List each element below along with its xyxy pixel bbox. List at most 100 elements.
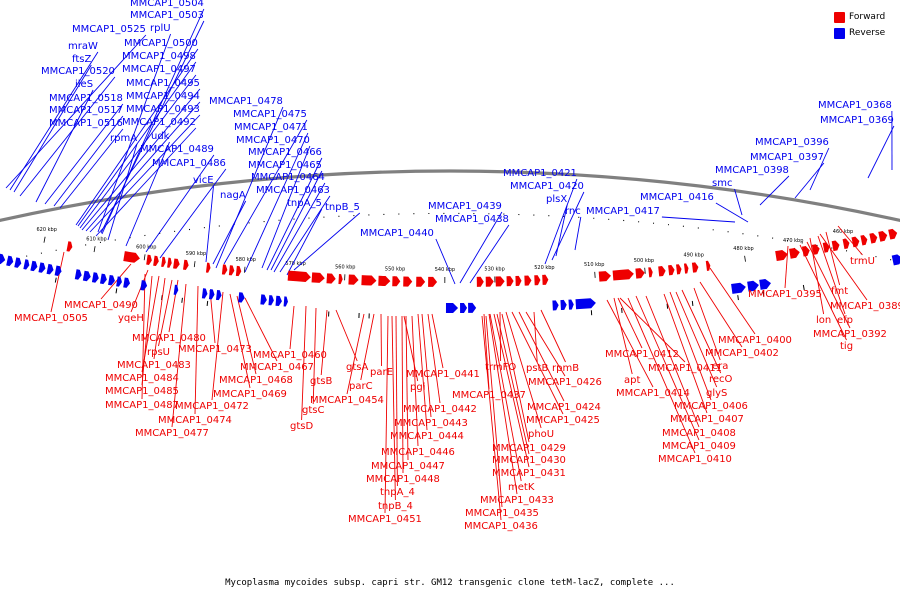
forward-leader-line — [613, 297, 633, 375]
forward-gene-label: pstB — [526, 363, 548, 374]
reverse-leader-line — [244, 132, 309, 273]
forward-gene-label: MMCAP1_0447 — [371, 461, 445, 472]
forward-gene-arrow — [851, 236, 860, 248]
scale-tick-label: 590 kbp — [186, 251, 206, 257]
forward-gene-label: MMCAP1_0448 — [366, 474, 440, 485]
scale-tick — [93, 246, 96, 253]
forward-leader-line — [405, 315, 409, 461]
forward-gene-label: MMCAP1_0431 — [492, 468, 566, 479]
scale-tick-label: 560 kbp — [335, 264, 355, 270]
forward-leader-line — [709, 267, 756, 335]
reverse-leader-line — [574, 216, 582, 251]
forward-leader-line — [411, 315, 419, 447]
forward-gene-arrow — [153, 255, 159, 266]
forward-leader-line — [627, 297, 696, 454]
reverse-gene-label: tnpA_5 — [287, 198, 322, 209]
reverse-gene-arrow — [215, 289, 222, 301]
reverse-gene-arrow — [468, 302, 477, 313]
forward-gene-label: MMCAP1_0402 — [705, 348, 779, 359]
forward-gene-label: tig — [840, 341, 853, 352]
forward-leader-line — [619, 297, 686, 363]
forward-gene-arrow — [495, 276, 505, 287]
forward-gene-arrow — [348, 274, 359, 285]
reverse-gene-arrow — [560, 299, 567, 311]
reverse-gene-arrow — [268, 295, 274, 306]
reverse-gene-label: MMCAP1_0493 — [126, 104, 200, 115]
forward-gene-label: efp — [837, 315, 853, 326]
reverse-leader-line — [145, 154, 215, 253]
reverse-gene-arrow — [445, 302, 459, 313]
reverse-leader-line — [459, 211, 503, 284]
reverse-genes — [0, 253, 900, 313]
forward-gene-arrow — [811, 244, 820, 255]
forward-gene-arrow — [869, 233, 878, 244]
forward-leader-line — [130, 269, 149, 313]
forward-gene-label: MMCAP1_0400 — [718, 335, 792, 346]
forward-gene-arrow — [123, 251, 140, 263]
forward-gene-label: MMCAP1_0436 — [464, 521, 538, 532]
reverse-leader-line — [125, 141, 170, 247]
forward-gene-label: MMCAP1_0429 — [492, 443, 566, 454]
legend-reverse-label: Reverse — [849, 28, 886, 38]
forward-gene-arrow — [167, 257, 172, 268]
reverse-leader-line — [469, 224, 510, 284]
reverse-gene-label: rplU — [150, 23, 171, 34]
forward-gene-label: MMCAP1_0442 — [403, 404, 477, 415]
forward-gene-arrow — [428, 276, 438, 287]
forward-gene-label: MMCAP1_0473 — [178, 344, 252, 355]
reverse-leader-line — [867, 125, 895, 179]
forward-gene-label: MMCAP1_0408 — [662, 428, 736, 439]
forward-gene-label: trmFO — [485, 362, 516, 373]
legend-forward: Forward — [834, 9, 892, 25]
reverse-leader-line — [44, 103, 124, 205]
forward-gene-arrow — [822, 242, 830, 253]
forward-leader-line — [153, 277, 166, 360]
reverse-gene-label: MMCAP1_0421 — [503, 168, 577, 179]
reverse-leader-line — [261, 145, 311, 269]
forward-gene-label: phoU — [528, 429, 554, 440]
forward-leader-line — [699, 281, 743, 348]
forward-gene-label: gtsA — [346, 362, 368, 373]
forward-leader-line — [681, 289, 722, 374]
forward-leader-line — [384, 315, 389, 514]
scale-tick-label: 540 kbp — [435, 267, 455, 273]
forward-gene-label: parC — [349, 381, 373, 392]
forward-gene-label: parE — [370, 367, 393, 378]
forward-gene-label: MMCAP1_0505 — [14, 313, 88, 324]
reverse-gene-arrow — [731, 282, 746, 294]
forward-gene-label: MMCAP1_0389 — [830, 301, 900, 312]
forward-leader-line — [360, 313, 375, 381]
forward-leader-line — [50, 251, 65, 313]
forward-gene-label: tnpA_4 — [380, 487, 415, 498]
minor-tick — [115, 288, 118, 294]
forward-leader-line — [141, 275, 153, 386]
forward-leader-line — [488, 313, 518, 495]
reverse-gene-arrow — [568, 299, 574, 310]
reverse-leader-line — [53, 115, 124, 207]
reverse-leader-line — [85, 101, 201, 232]
forward-leader-line — [693, 287, 721, 361]
forward-gene-label: MMCAP1_0467 — [240, 362, 314, 373]
minor-tick — [691, 300, 694, 306]
forward-gene-arrow — [173, 258, 180, 269]
reverse-gene-label: MMCAP1_0497 — [122, 64, 196, 75]
forward-gene-label: MMCAP1_0392 — [813, 329, 887, 340]
reverse-leader-line — [266, 157, 323, 271]
reverse-leader-line — [75, 48, 199, 226]
forward-gene-arrow — [146, 254, 152, 265]
forward-gene-arrow — [534, 275, 541, 286]
reverse-gene-label: MMCAP1_0503 — [130, 10, 204, 21]
legend-reverse: Reverse — [834, 25, 892, 41]
forward-gene-label: MMCAP1_0412 — [605, 349, 679, 360]
forward-leader-line — [617, 297, 643, 349]
reverse-gene-label: MMCAP1_0438 — [435, 214, 509, 225]
forward-leader-line — [289, 305, 295, 350]
scale-tick — [744, 255, 746, 262]
forward-gene-arrow — [66, 241, 73, 252]
scale-tick-label: 600 kbp — [136, 244, 156, 250]
forward-leader-line — [335, 309, 358, 362]
forward-gene-arrow — [403, 276, 413, 287]
forward-gene-label: gtsC — [302, 405, 324, 416]
forward-leader-line — [499, 311, 502, 362]
forward-gene-arrow — [542, 274, 549, 285]
